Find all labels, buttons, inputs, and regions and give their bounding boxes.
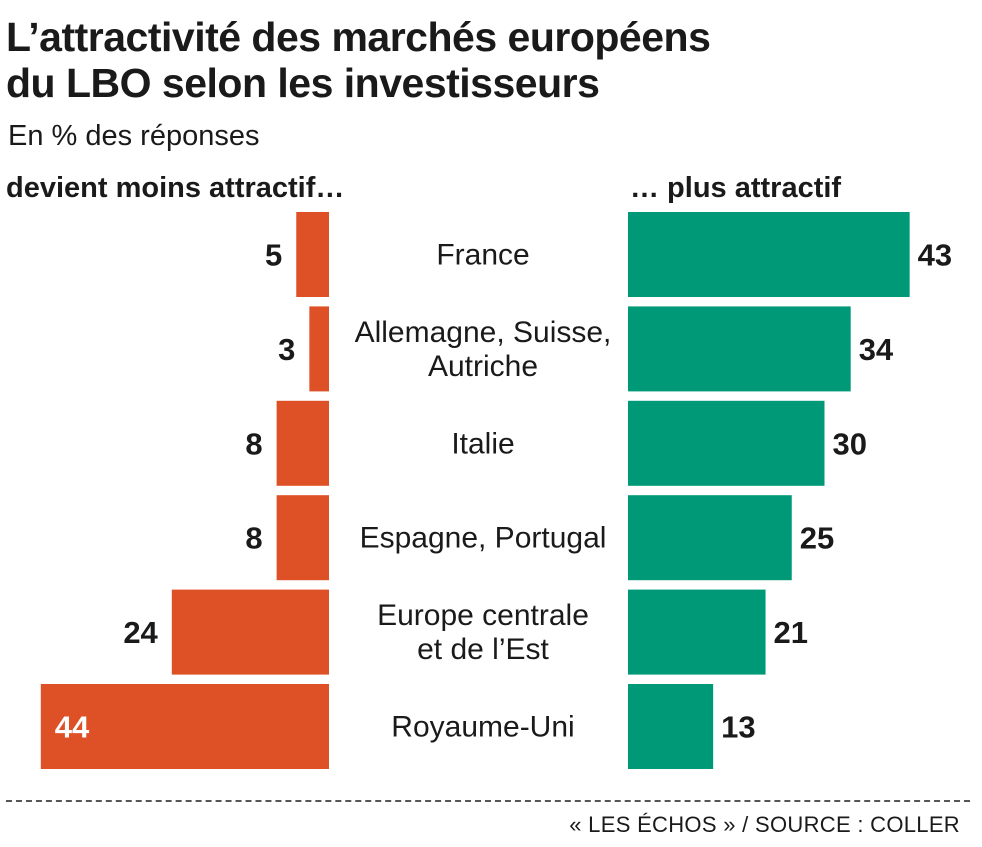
diverging-bar-chart: 5 43 France 3 34 Allemagne, Suisse,Autriche 8 3… xyxy=(40,212,952,769)
value-label-less-attractive: 3 xyxy=(278,332,295,367)
category-label: Espagne, Portugal xyxy=(360,522,607,555)
bar-less-attractive xyxy=(309,306,329,392)
bar-more-attractive xyxy=(628,400,825,486)
value-label-more-attractive: 25 xyxy=(800,521,834,556)
bar-more-attractive xyxy=(628,212,910,297)
value-label-more-attractive: 21 xyxy=(774,615,808,650)
bar-less-attractive xyxy=(276,400,329,486)
bar-more-attractive xyxy=(628,684,714,769)
value-label-less-attractive: 8 xyxy=(245,521,262,556)
category-label: Autriche xyxy=(428,350,538,383)
footer-divider xyxy=(6,800,970,802)
value-label-more-attractive: 43 xyxy=(918,238,952,273)
value-label-less-attractive: 5 xyxy=(265,238,282,273)
value-label-less-attractive: 44 xyxy=(55,710,90,745)
bar-more-attractive xyxy=(628,589,766,675)
chart-title: L’attractivité des marchés européens du … xyxy=(6,14,711,106)
bar-less-attractive xyxy=(171,589,329,675)
bar-more-attractive xyxy=(628,306,851,392)
value-label-less-attractive: 24 xyxy=(123,615,158,650)
category-label: et de l’Est xyxy=(417,633,549,666)
less-attractive-heading: devient moins attractif… xyxy=(6,172,345,204)
chart-subtitle: En % des réponses xyxy=(8,120,260,152)
bar-less-attractive xyxy=(296,212,329,297)
value-label-less-attractive: 8 xyxy=(245,426,262,461)
category-label: Allemagne, Suisse, xyxy=(355,316,612,349)
source-credit: « LES ÉCHOS » / SOURCE : COLLER xyxy=(569,812,960,837)
category-label: Royaume-Uni xyxy=(391,711,574,744)
bar-less-attractive xyxy=(40,684,330,769)
category-label: Europe centrale xyxy=(377,599,589,632)
category-label: France xyxy=(436,239,529,272)
chart-title-line1: L’attractivité des marchés européens xyxy=(6,14,711,60)
bar-less-attractive xyxy=(276,495,329,581)
value-label-more-attractive: 13 xyxy=(721,710,755,745)
chart-title-line2: du LBO selon les investisseurs xyxy=(6,60,600,106)
category-label: Italie xyxy=(451,427,514,460)
value-label-more-attractive: 34 xyxy=(859,332,894,367)
bar-more-attractive xyxy=(628,495,792,581)
more-attractive-heading: … plus attractif xyxy=(630,172,842,204)
value-label-more-attractive: 30 xyxy=(833,426,867,461)
